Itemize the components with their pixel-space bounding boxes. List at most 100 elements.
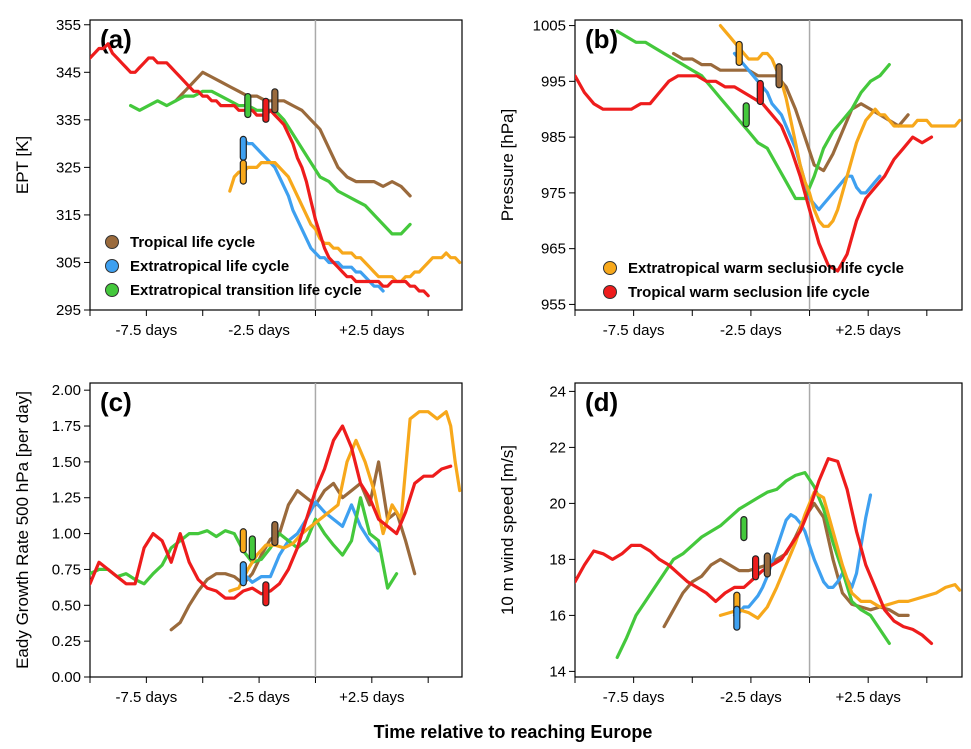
panel-d-y-axis-label: 10 m wind speed [m/s] (498, 445, 517, 615)
panel-b-y-tick-label: 1005 (533, 18, 566, 35)
panel-b: 955 965 975 985 995 1005 -7.5 days -2.5 days +2.… (498, 18, 963, 339)
panel-d-x-tick-label: -7.5 days (603, 689, 665, 706)
panel-d-y-tick-label: 20 (549, 495, 566, 512)
panel-d-x-tick-label: +2.5 days (835, 689, 900, 706)
series-line-warm-seclusion-extratropical (228, 161, 462, 284)
series-line-warm-seclusion-extratropical (718, 24, 962, 228)
legend-swatch-tropical (105, 235, 119, 249)
panel-d-frame (574, 382, 963, 678)
figure-x-axis-label: Time relative to reaching Europe (374, 722, 653, 742)
panel-a-y-tick-label: 325 (56, 159, 81, 176)
series-line-warm-seclusion-tropical (575, 74, 934, 273)
panel-a-y-tick-label: 305 (56, 254, 81, 271)
series-line-tropical (174, 70, 412, 198)
panel-c-y-tick-label: 1.50 (52, 454, 81, 471)
panel-a-y-tick-label: 295 (56, 302, 81, 319)
panel-b-y-tick-label: 995 (541, 73, 566, 90)
panel-a-x-tick-label: -2.5 days (228, 322, 290, 339)
panel-b-plot-area (575, 24, 962, 273)
panel-c-y-tick-label: 0.25 (52, 633, 81, 650)
series-line-extratropical (241, 137, 385, 293)
panel-c-y-tick-label: 2.00 (52, 382, 81, 399)
marker-warm-seclusion-tropical (756, 79, 764, 106)
panel-d-y-tick-label: 24 (549, 383, 566, 400)
panel-c-x-tick-label: +2.5 days (339, 689, 404, 706)
panel-a-y-tick-label: 345 (56, 64, 81, 81)
marker-warm-seclusion-extratropical (735, 40, 743, 67)
panel-a-y-tick-label: 335 (56, 112, 81, 129)
panel-b-y-tick-label: 975 (541, 185, 566, 202)
panel-c-y-tick-label: 1.75 (52, 418, 81, 435)
series-line-warm-seclusion-extratropical (228, 410, 462, 593)
series-line-transition (615, 471, 891, 659)
series-line-warm-seclusion-extratropical (718, 490, 962, 620)
panel-a-y-tick-label: 355 (56, 17, 81, 34)
panel-c-y-tick-label: 1.25 (52, 490, 81, 507)
legend-swatch-extratropical (105, 259, 119, 273)
panel-a-plot-area (90, 42, 462, 298)
panel-c: 0.00 0.25 0.50 0.75 1.00 1.25 1.50 1.75 2.00 -7.5… (13, 382, 463, 706)
legend-label-extratropical: Extratropical life cycle (130, 258, 289, 275)
marker-transition (740, 515, 748, 542)
marker-warm-seclusion-tropical (751, 555, 760, 581)
panel-c-y-axis-label: Eady Growth Rate 500 hPa [per day] (13, 391, 32, 669)
panel-b-y-axis-label: Pressure [hPa] (498, 109, 517, 221)
marker-extratropical (733, 605, 741, 631)
panel-d-plot-area (575, 457, 962, 659)
panel-c-y-tick-label: 0.50 (52, 597, 81, 614)
legend-label-tropical: Tropical life cycle (130, 234, 255, 251)
panel-c-y-tick-label: 0.00 (52, 669, 81, 686)
series-line-transition (615, 29, 891, 201)
series-line-tropical (169, 460, 417, 632)
series-line-warm-seclusion-tropical (90, 42, 430, 298)
marker-warm-seclusion-extratropical (239, 528, 247, 554)
panel-d-letter: (d) (585, 387, 618, 417)
panel-c-letter: (c) (100, 387, 132, 417)
legend-label-transition: Extratropical transition life cycle (130, 282, 362, 299)
panel-c-plot-area (90, 410, 462, 632)
panel-d-y-tick-label: 22 (549, 439, 566, 456)
legend-label-warm-seclusion-tropical: Tropical warm seclusion life cycle (628, 284, 870, 301)
panel-b-legend: Extratropical warm seclusion life cycle T… (603, 260, 904, 301)
panel-b-frame (574, 19, 963, 311)
marker-tropical (775, 63, 783, 89)
panel-b-y-tick-label: 985 (541, 129, 566, 146)
panel-a-y-axis-label: EPT [K] (13, 136, 32, 194)
panel-a-frame (89, 19, 463, 311)
panel-a-x-tick-label: +2.5 days (339, 322, 404, 339)
series-line-warm-seclusion-tropical (90, 424, 453, 600)
panel-a-letter: (a) (100, 24, 132, 54)
panel-d-x-tick-label: -2.5 days (720, 689, 782, 706)
marker-tropical (763, 552, 771, 578)
panel-a-y-tick-label: 315 (56, 207, 81, 224)
legend-swatch-transition (105, 283, 119, 297)
panel-d: 14 16 18 20 22 24 -7.5 days -2.5 days +2.5 days 1… (498, 382, 963, 706)
marker-warm-seclusion-extratropical (239, 159, 247, 185)
panel-d-y-tick-label: 18 (549, 551, 566, 568)
panel-c-y-tick-label: 0.75 (52, 561, 81, 578)
marker-tropical (271, 88, 279, 114)
series-line-tropical (671, 51, 910, 173)
legend-label-warm-seclusion-extratropical: Extratropical warm seclusion life cycle (628, 260, 904, 277)
marker-warm-seclusion-tropical (262, 97, 270, 123)
legend-swatch-warm-seclusion-extratropical (603, 261, 617, 275)
marker-extratropical (239, 561, 247, 587)
panel-a-legend: Tropical life cycle Extratropical life cy… (105, 234, 362, 299)
marker-tropical (271, 520, 279, 547)
panel-b-x-tick-label: +2.5 days (835, 322, 900, 339)
panel-b-y-tick-label: 955 (541, 296, 566, 313)
panel-b-x-tick-label: -2.5 days (720, 322, 782, 339)
panel-c-x-tick-label: -2.5 days (228, 689, 290, 706)
legend-swatch-warm-seclusion-tropical (603, 285, 617, 299)
panel-d-y-tick-label: 16 (549, 607, 566, 624)
panel-b-letter: (b) (585, 24, 618, 54)
marker-warm-seclusion-tropical (262, 581, 270, 607)
panel-d-y-tick-label: 14 (549, 663, 566, 680)
panel-a: 295 305 315 325 335 345 355 -7.5 days -2.5 days +… (13, 17, 463, 339)
marker-extratropical (239, 135, 247, 161)
panel-c-y-tick-label: 1.00 (52, 526, 81, 543)
panel-b-y-tick-label: 965 (541, 241, 566, 258)
panel-c-x-tick-label: -7.5 days (116, 689, 178, 706)
marker-transition (742, 102, 750, 128)
